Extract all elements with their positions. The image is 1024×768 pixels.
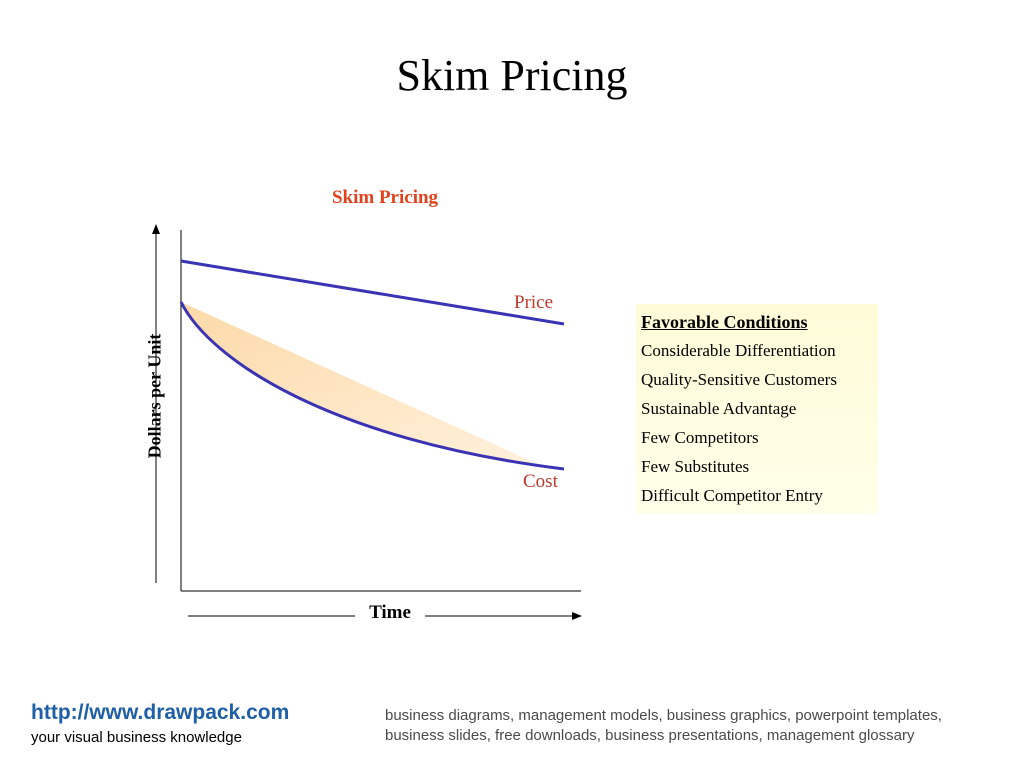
conditions-heading: Favorable Conditions — [641, 312, 808, 332]
margin-area — [181, 302, 542, 466]
diagram-title: Skim Pricing — [331, 187, 439, 208]
y-axis-arrowhead-icon — [152, 224, 160, 234]
footer-link[interactable]: http://www.drawpack.com — [31, 701, 290, 724]
conditions-list: Favorable Conditions Considerable Differ… — [636, 304, 878, 513]
cost-curve — [179, 301, 565, 471]
condition-item: Sustainable Advantage — [641, 399, 797, 418]
footer-tagline: your visual business knowledge — [31, 729, 242, 746]
x-axis-label: Time — [369, 602, 411, 623]
condition-item: Quality-Sensitive Customers — [641, 370, 837, 389]
y-axis-label: Dollars per Unit — [144, 333, 165, 459]
cost-label: Cost — [523, 471, 558, 492]
page-title: Skim Pricing — [396, 51, 628, 100]
price-label: Price — [514, 292, 554, 313]
price-line — [180, 259, 565, 326]
condition-item: Difficult Competitor Entry — [641, 486, 823, 505]
footer-keywords: business diagrams, management models, bu… — [385, 707, 942, 744]
x-axis-arrowhead-icon — [572, 612, 582, 620]
favorable-conditions-box: Favorable Conditions Considerable Differ… — [636, 304, 878, 514]
condition-item: Considerable Differentiation — [641, 341, 836, 360]
condition-item: Few Competitors — [641, 428, 759, 447]
condition-item: Few Substitutes — [641, 457, 750, 476]
